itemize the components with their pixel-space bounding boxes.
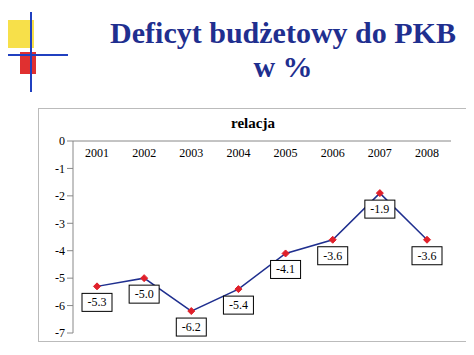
svg-text:-5: -5 <box>55 271 65 285</box>
svg-text:2002: 2002 <box>132 146 156 160</box>
svg-text:2004: 2004 <box>226 146 250 160</box>
svg-text:-7: -7 <box>55 326 65 339</box>
svg-text:-1.9: -1.9 <box>370 202 389 216</box>
svg-text:-4.1: -4.1 <box>276 262 295 276</box>
svg-text:-6.2: -6.2 <box>182 320 201 334</box>
svg-text:-2: -2 <box>55 189 65 203</box>
svg-text:-3.6: -3.6 <box>418 249 437 263</box>
svg-text:2006: 2006 <box>321 146 345 160</box>
svg-text:-5.4: -5.4 <box>229 298 248 312</box>
svg-text:-1: -1 <box>55 162 65 176</box>
html-text:Deficyt budżetowy do PKB w %: Deficyt budżetowy do PKB w % <box>110 16 456 83</box>
svg-text:2005: 2005 <box>274 146 298 160</box>
svg-text:2008: 2008 <box>415 146 439 160</box>
svg-text:-5.3: -5.3 <box>88 295 107 309</box>
svg-text:2007: 2007 <box>368 146 392 160</box>
html-text:relacja: relacja <box>231 115 275 131</box>
svg-text:2001: 2001 <box>85 146 109 160</box>
svg-text:-3: -3 <box>55 217 65 231</box>
svg-text:2003: 2003 <box>179 146 203 160</box>
svg-text:0: 0 <box>59 135 65 148</box>
svg-text:-4: -4 <box>55 244 65 258</box>
svg-text:-3.6: -3.6 <box>323 249 342 263</box>
svg-text:-5.0: -5.0 <box>135 287 154 301</box>
svg-text:-6: -6 <box>55 299 65 313</box>
